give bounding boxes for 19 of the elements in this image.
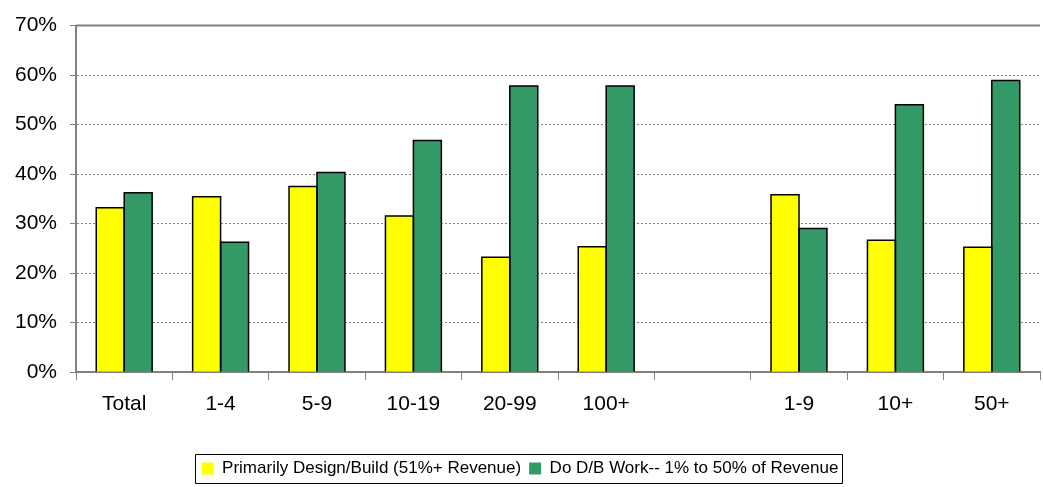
y-tick-label: 10%	[14, 309, 57, 333]
y-tick-label: 70%	[14, 12, 57, 36]
y-tick-label: 60%	[14, 61, 57, 85]
x-tick-label: 10-19	[386, 391, 441, 415]
x-tick-label: 5-9	[301, 391, 333, 415]
y-tick-label: 20%	[14, 259, 57, 283]
legend-label: Do D/B Work-- 1% to 50% of Revenue	[549, 458, 839, 478]
y-tick-label: 40%	[14, 160, 57, 184]
x-tick-label: 20-99	[482, 391, 537, 415]
x-tick-label: 1-9	[783, 391, 815, 415]
y-tick-label: 50%	[14, 111, 57, 135]
legend-label: Primarily Design/Build (51%+ Revenue)	[222, 458, 522, 478]
x-tick-label: 10+	[877, 391, 914, 415]
x-tick-label: 100+	[582, 391, 630, 415]
y-tick-label: 0%	[26, 358, 57, 382]
x-tick-label: 1-4	[205, 391, 237, 415]
x-tick-label: Total	[102, 391, 147, 415]
y-tick-label: 30%	[14, 210, 57, 234]
x-tick-label: 50+	[973, 391, 1010, 415]
